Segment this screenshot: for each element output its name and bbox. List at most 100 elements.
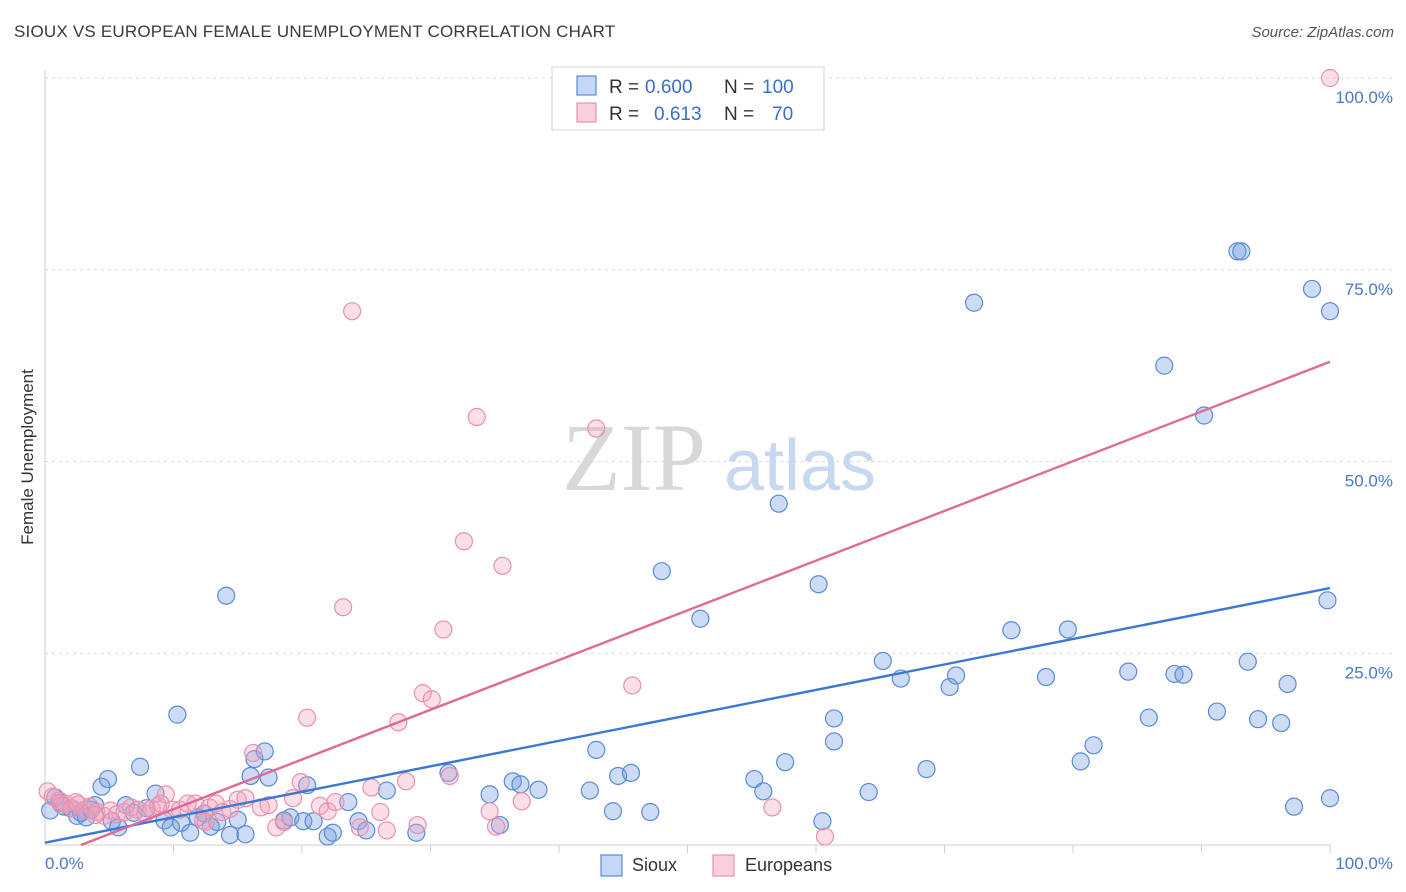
europeans-point (486, 817, 506, 836)
sioux-point (1302, 279, 1322, 299)
bottom-legend-label-sioux: Sioux (632, 855, 677, 875)
legend-r-value-sioux: 0.600 (645, 77, 693, 98)
sioux-point (603, 802, 623, 821)
europeans-point (1320, 68, 1340, 88)
europeans-point (480, 802, 499, 821)
europeans-point (52, 796, 71, 815)
europeans-point (298, 708, 317, 727)
europeans-point (815, 827, 835, 846)
europeans-point (493, 556, 512, 575)
sioux-point (824, 732, 844, 751)
sioux-point (255, 742, 274, 761)
europeans-point (467, 407, 486, 427)
sioux-point (940, 677, 959, 697)
y-tick-label: 50.0% (1345, 472, 1393, 491)
watermark-zip: ZIP (562, 404, 706, 511)
sioux-point (480, 785, 499, 804)
sioux-point (168, 705, 187, 724)
europeans-point (259, 796, 278, 815)
sioux-point (964, 293, 984, 312)
sioux-point (511, 775, 530, 794)
legend-r-value-europeans: 0.613 (654, 104, 702, 125)
sioux-point (98, 769, 118, 789)
legend-n-label: N = (724, 104, 754, 125)
sioux-point (1284, 797, 1304, 816)
europeans-point (318, 802, 337, 821)
sioux-point (1036, 667, 1056, 687)
sioux-point (809, 575, 828, 594)
europeans-point (396, 772, 416, 791)
sioux-point (691, 609, 710, 628)
sioux-point (1320, 302, 1340, 321)
bottom-legend: Sioux Europeans (600, 854, 832, 877)
europeans-point (512, 792, 531, 811)
europeans-point (362, 778, 381, 797)
europeans-point (156, 785, 175, 804)
sioux-point (1139, 708, 1158, 727)
sioux-point (813, 812, 832, 831)
europeans-point (377, 821, 396, 840)
watermark-atlas: atlas (724, 426, 876, 506)
sioux-trend-line (44, 586, 1331, 844)
sioux-point (407, 823, 426, 842)
europeans-point (343, 302, 362, 321)
sioux-point (641, 802, 660, 822)
legend-n-value-europeans: 70 (772, 104, 793, 125)
sioux-point (824, 709, 844, 728)
europeans-point (763, 798, 782, 817)
sioux-point (776, 753, 795, 772)
y-axis-ticks: 25.0% 50.0% 75.0% 100.0% (1335, 88, 1393, 682)
grid (44, 70, 1395, 853)
x-tick-label: 0.0% (45, 854, 84, 873)
sioux-points (41, 242, 1340, 846)
sioux-point (754, 782, 773, 801)
europeans-point (623, 676, 642, 695)
trend-lines (44, 360, 1331, 847)
top-legend: R = 0.600 N = 100 R = 0.613 N = 70 (551, 66, 825, 131)
sioux-point (1272, 713, 1291, 733)
europeans-point (371, 802, 390, 822)
sioux-point (172, 813, 191, 832)
y-tick-label: 100.0% (1335, 88, 1393, 107)
sioux-point (873, 651, 892, 671)
sioux-point (1155, 356, 1174, 375)
legend-swatch-europeans (576, 102, 597, 123)
sioux-point (304, 812, 323, 831)
europeans-point (196, 812, 215, 832)
y-tick-label: 25.0% (1345, 663, 1393, 682)
europeans-point (434, 620, 453, 639)
europeans-trend-line (80, 360, 1331, 847)
sioux-point (580, 781, 599, 800)
europeans-point (291, 773, 310, 792)
sioux-point (439, 763, 458, 783)
europeans-point (86, 805, 105, 825)
sioux-point (1318, 591, 1337, 610)
europeans-point (334, 598, 353, 617)
sioux-point (181, 823, 200, 842)
x-tick-label: 100.0% (1335, 854, 1393, 873)
y-tick-label: 75.0% (1345, 280, 1393, 299)
sioux-point (1278, 674, 1297, 694)
sioux-point (1248, 710, 1268, 729)
bottom-legend-swatch-sioux (600, 854, 623, 877)
sioux-point (1071, 752, 1090, 771)
europeans-point (66, 792, 85, 812)
europeans-point (151, 794, 170, 813)
europeans-point (326, 792, 345, 812)
chart-title: SIOUX VS EUROPEAN FEMALE UNEMPLOYMENT CO… (14, 22, 616, 41)
source-label: Source: ZipAtlas.com (1251, 24, 1394, 41)
legend-n-value-sioux: 100 (762, 77, 794, 98)
sioux-point (745, 769, 764, 789)
europeans-point (350, 818, 369, 837)
sioux-point (245, 749, 264, 769)
sioux-point (1084, 736, 1103, 755)
sioux-point (587, 740, 606, 759)
sioux-point (621, 763, 641, 783)
sioux-point (1228, 242, 1247, 261)
europeans-point (408, 815, 427, 835)
y-axis-label: Female Unemployment (18, 369, 37, 545)
sioux-point (1238, 652, 1257, 671)
sioux-point (1207, 702, 1227, 721)
bottom-legend-swatch-europeans (712, 854, 735, 877)
